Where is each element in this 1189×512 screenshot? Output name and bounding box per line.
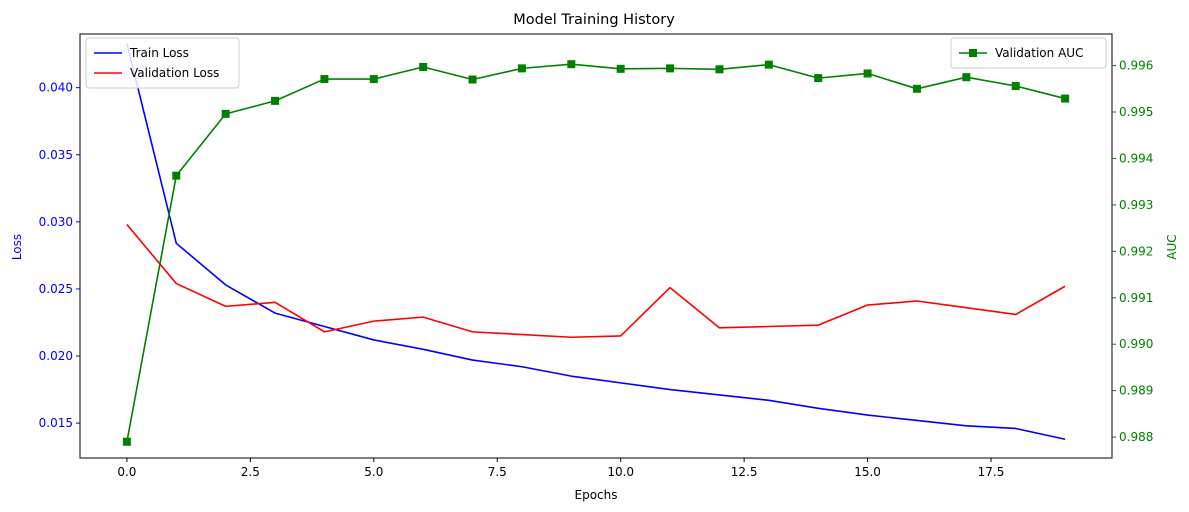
validation-loss-line bbox=[126, 224, 1066, 339]
legend-left-box bbox=[85, 37, 240, 89]
y-right-tick-label: 0.991 bbox=[1119, 291, 1153, 305]
y-right-tick-label: 0.990 bbox=[1119, 337, 1153, 351]
validation-auc-point bbox=[666, 64, 675, 73]
x-axis-label: Epochs bbox=[575, 488, 618, 502]
y-right-tick-label: 0.996 bbox=[1119, 59, 1153, 73]
y-right-tick-label: 0.995 bbox=[1119, 105, 1153, 119]
y-left-tick-label: 0.020 bbox=[39, 349, 73, 363]
validation-auc-point bbox=[468, 75, 477, 84]
validation-auc-point bbox=[517, 64, 526, 73]
x-tick-label: 10.0 bbox=[607, 465, 634, 479]
legends: Train Loss Validation Loss Validation AUC bbox=[85, 37, 1107, 89]
plot-area bbox=[122, 43, 1070, 446]
y-left-tick-label: 0.025 bbox=[39, 282, 73, 296]
validation-auc-line bbox=[126, 63, 1066, 442]
validation-auc-point bbox=[1061, 94, 1070, 103]
legend-right-box bbox=[950, 37, 1107, 69]
validation-auc-point bbox=[320, 75, 329, 84]
x-tick-label: 17.5 bbox=[978, 465, 1005, 479]
validation-auc-point bbox=[814, 74, 823, 83]
axes: 0.0 2.5 5.0 7.5 10.0 12.5 15.0 17.5 0.015 0.020 0.… bbox=[39, 59, 1154, 479]
validation-auc-point bbox=[912, 84, 921, 93]
validation-auc-legend-marker bbox=[969, 49, 977, 57]
validation-auc-point bbox=[122, 437, 131, 446]
validation-auc-point bbox=[1011, 82, 1020, 91]
x-tick-label: 12.5 bbox=[731, 465, 758, 479]
validation-auc-point bbox=[764, 60, 773, 69]
validation-auc-point bbox=[271, 96, 280, 105]
y-left-tick-label: 0.040 bbox=[39, 81, 73, 95]
y-right-tick-label: 0.994 bbox=[1119, 151, 1153, 165]
y-left-tick-label: 0.030 bbox=[39, 215, 73, 229]
validation-auc-point bbox=[419, 62, 428, 71]
x-tick-label: 2.5 bbox=[241, 465, 260, 479]
y-left-tick-label: 0.035 bbox=[39, 148, 73, 162]
y-right-tick-label: 0.992 bbox=[1119, 244, 1153, 258]
x-tick-label: 7.5 bbox=[488, 465, 507, 479]
x-tick-label: 15.0 bbox=[854, 465, 881, 479]
x-tick-label: 0.0 bbox=[117, 465, 136, 479]
train-loss-legend-label: Train Loss bbox=[129, 46, 189, 60]
plot-frame bbox=[79, 33, 1113, 459]
train-loss-line bbox=[126, 43, 1066, 441]
y-right-tick-label: 0.993 bbox=[1119, 198, 1153, 212]
y-right-tick-label: 0.988 bbox=[1119, 430, 1153, 444]
validation-auc-point bbox=[715, 65, 724, 74]
y-right-tick-label: 0.989 bbox=[1119, 384, 1153, 398]
validation-auc-point bbox=[567, 60, 576, 69]
validation-auc-point bbox=[962, 73, 971, 82]
validation-auc-point bbox=[221, 109, 230, 118]
y-axis-right-label: AUC bbox=[1165, 234, 1179, 259]
chart-title: Model Training History bbox=[513, 12, 675, 28]
x-tick-label: 5.0 bbox=[364, 465, 383, 479]
validation-auc-legend-label: Validation AUC bbox=[995, 46, 1083, 60]
validation-auc-point bbox=[863, 69, 872, 78]
validation-auc-point bbox=[172, 171, 181, 180]
validation-auc-point bbox=[369, 75, 378, 84]
validation-auc-point bbox=[616, 64, 625, 73]
y-left-tick-label: 0.015 bbox=[39, 416, 73, 430]
y-axis-left-label: Loss bbox=[10, 234, 24, 260]
validation-loss-legend-label: Validation Loss bbox=[130, 66, 219, 80]
